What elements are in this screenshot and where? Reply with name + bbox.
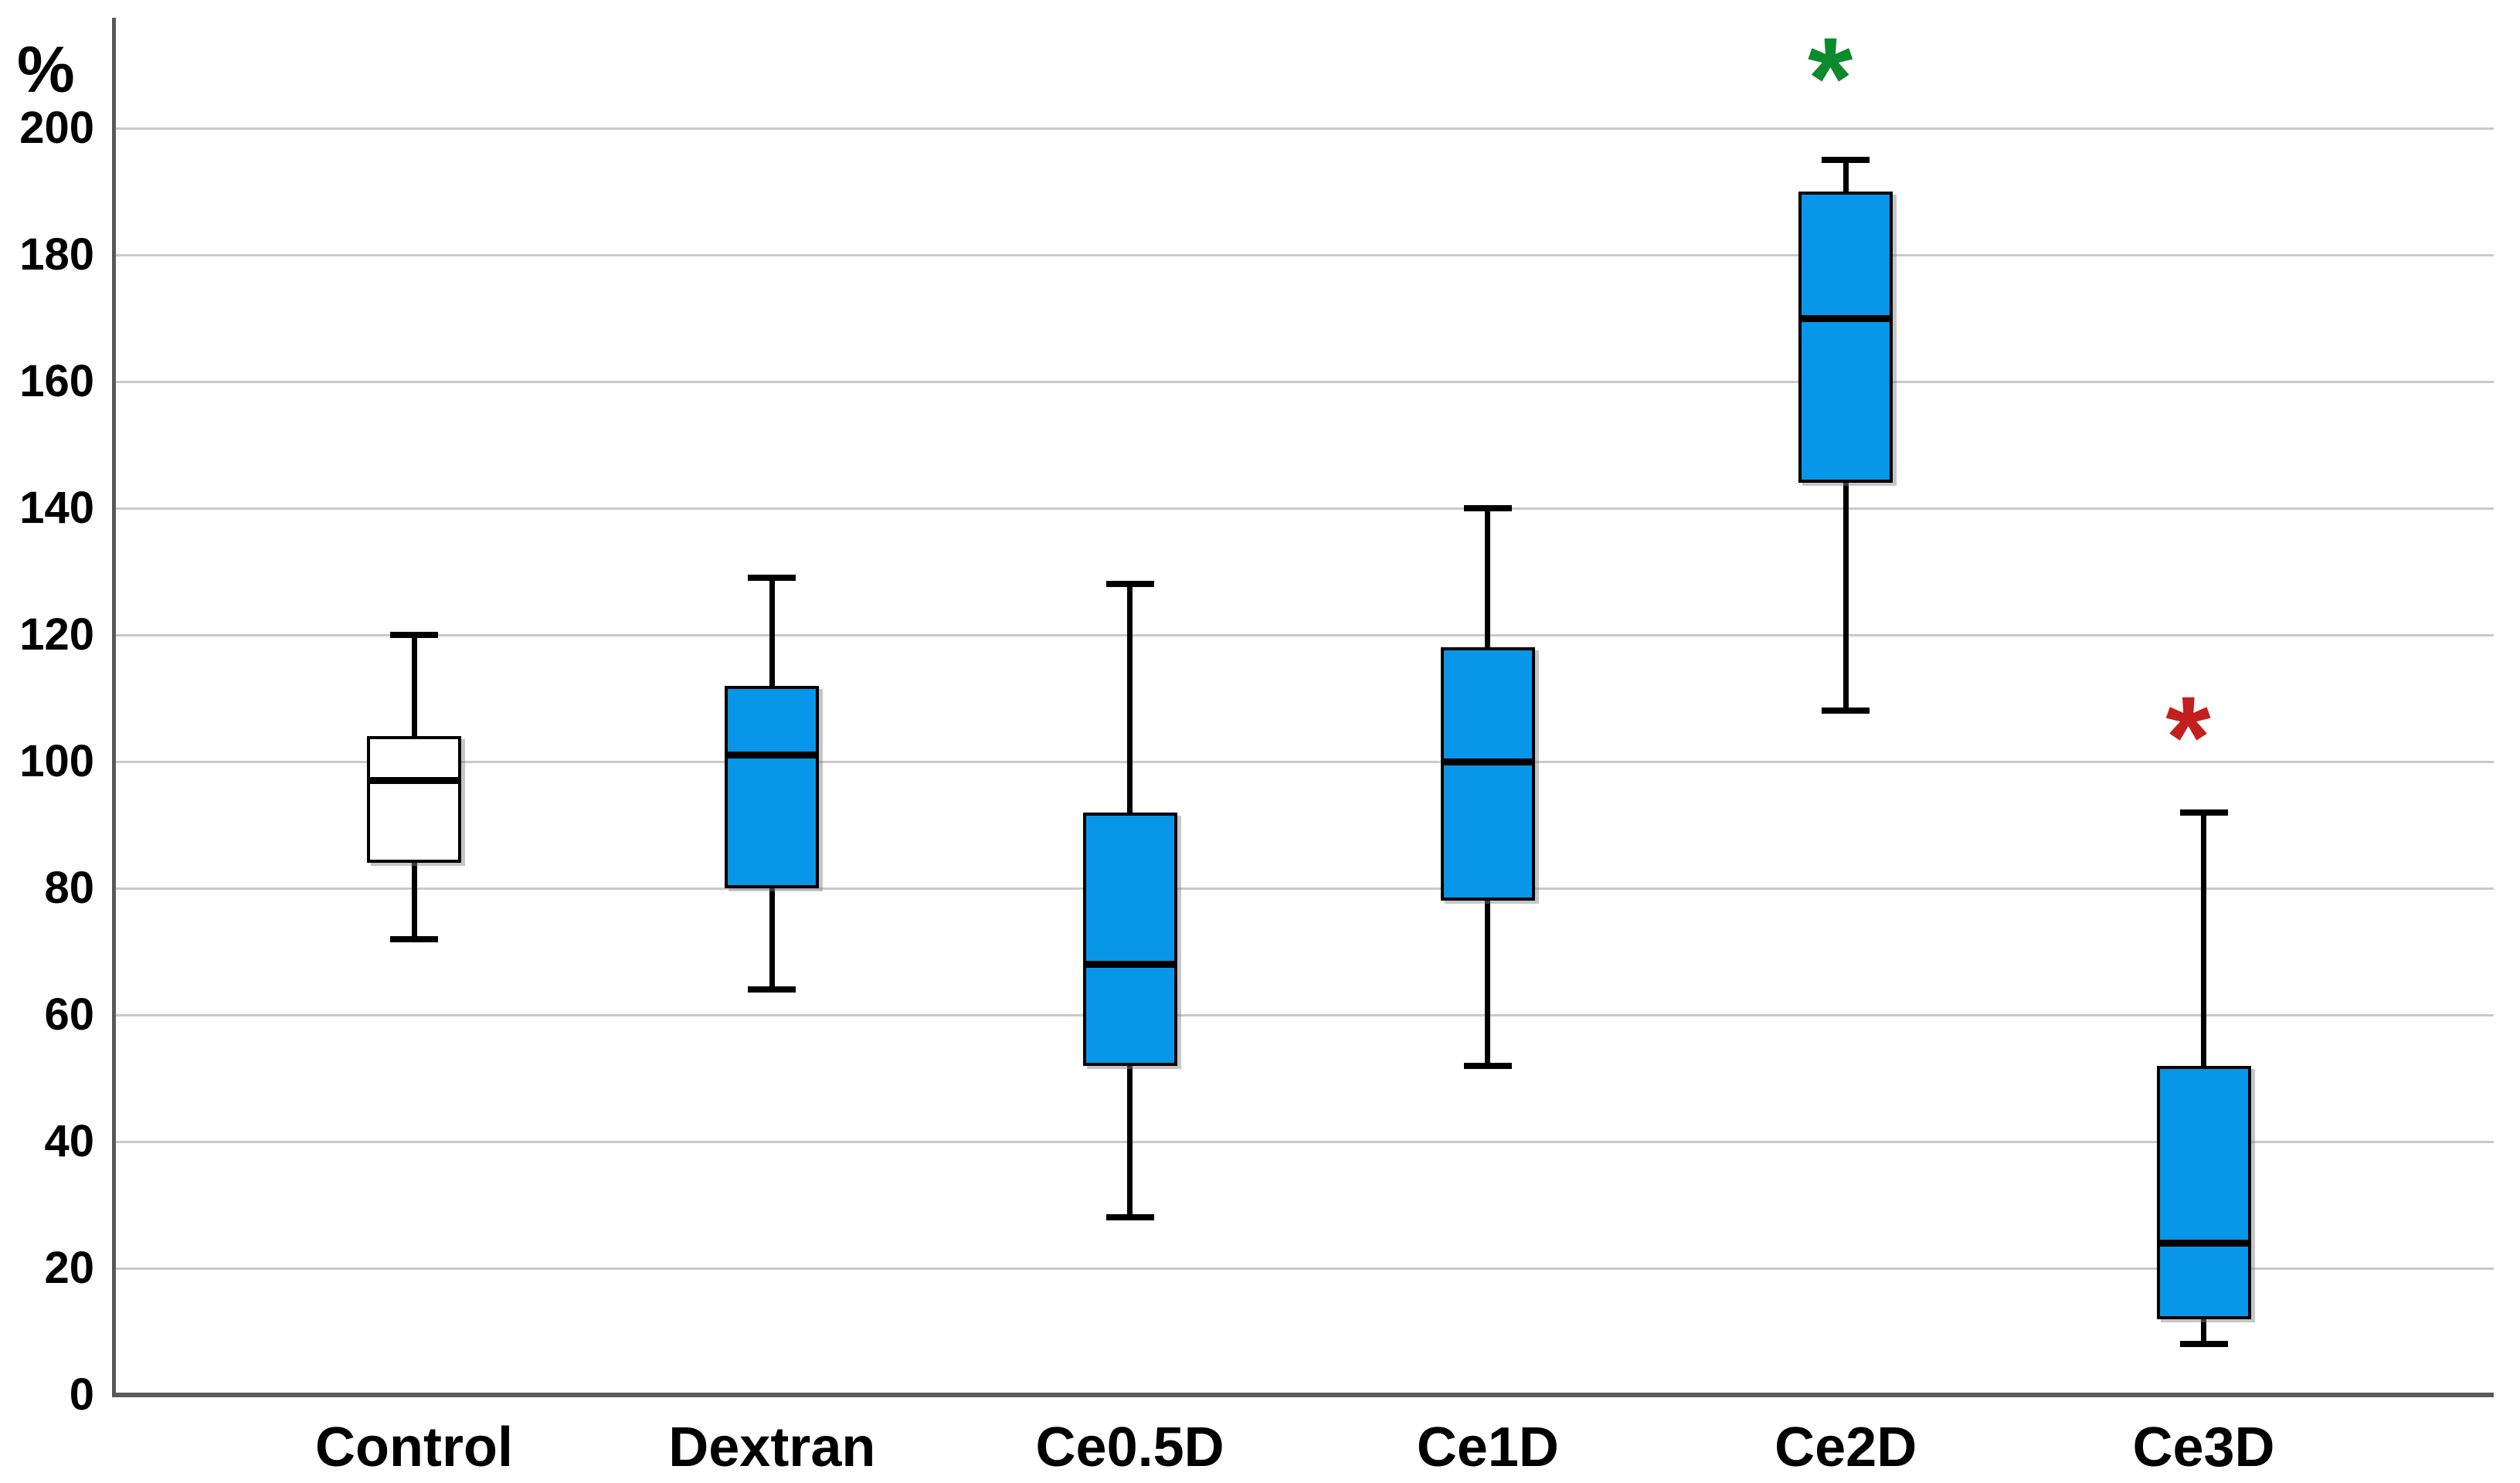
x-category-label-Ce2D: Ce2D: [1775, 1417, 1917, 1478]
upper-whisker-cap-Ce1D: [1463, 505, 1512, 511]
y-tick-label-20: 20: [44, 1243, 94, 1293]
lower-whisker-Ce3D: [2201, 1318, 2206, 1345]
upper-whisker-cap-Control: [390, 632, 438, 638]
median-Dextran: [725, 752, 820, 759]
box-Ce2D: [1798, 192, 1893, 484]
upper-whisker-cap-Ce2D: [1822, 157, 1870, 163]
lower-whisker-Ce1D: [1485, 901, 1491, 1066]
upper-whisker-Ce1D: [1485, 508, 1491, 648]
x-category-label-Ce3D: Ce3D: [2132, 1417, 2275, 1478]
lower-whisker-Ce0.5D: [1127, 1065, 1133, 1218]
median-Control: [367, 777, 461, 785]
significance-asterisk-Ce3D: *: [2165, 671, 2211, 802]
y-tick-label-200: 200: [19, 103, 94, 153]
upper-whisker-cap-Ce0.5D: [1105, 581, 1154, 588]
gridline-40: [114, 1140, 2494, 1143]
gridline-20: [114, 1267, 2494, 1270]
gridline-100: [114, 760, 2494, 763]
upper-whisker-Dextran: [769, 578, 775, 686]
gridline-140: [114, 507, 2494, 510]
gridline-60: [114, 1013, 2494, 1016]
upper-whisker-Ce2D: [1842, 160, 1849, 192]
y-tick-label-180: 180: [19, 229, 94, 280]
x-category-label-Dextran: Dextran: [668, 1417, 876, 1478]
box-Ce1D: [1440, 647, 1535, 901]
lower-whisker-cap-Ce0.5D: [1105, 1214, 1154, 1221]
y-tick-label-100: 100: [19, 736, 94, 786]
median-Ce0.5D: [1082, 960, 1177, 968]
y-axis-title: %: [17, 33, 75, 106]
box-Control: [367, 736, 461, 864]
lower-whisker-cap-Dextran: [748, 986, 796, 993]
gridline-80: [114, 887, 2494, 890]
x-axis-line: [112, 1393, 2494, 1397]
box-Dextran: [725, 685, 820, 888]
x-category-label-Control: Control: [315, 1417, 513, 1478]
box-Ce0.5D: [1082, 812, 1177, 1066]
lower-whisker-cap-Ce3D: [2179, 1341, 2228, 1348]
upper-whisker-cap-Ce3D: [2179, 809, 2228, 816]
gridline-200: [114, 127, 2494, 130]
gridline-120: [114, 633, 2494, 636]
y-tick-label-40: 40: [44, 1116, 94, 1166]
significance-asterisk-Ce2D: *: [1808, 13, 1853, 143]
median-Ce3D: [2156, 1239, 2251, 1247]
upper-whisker-cap-Dextran: [748, 575, 796, 582]
lower-whisker-cap-Ce1D: [1463, 1062, 1512, 1069]
lower-whisker-cap-Control: [390, 935, 438, 942]
y-tick-label-80: 80: [44, 863, 94, 913]
median-Ce1D: [1440, 758, 1535, 765]
y-tick-label-120: 120: [19, 609, 94, 660]
median-Ce2D: [1798, 314, 1893, 322]
x-category-label-Ce1D: Ce1D: [1416, 1417, 1559, 1478]
lower-whisker-Control: [411, 863, 417, 939]
y-axis-line: [112, 18, 116, 1397]
y-tick-label-0: 0: [69, 1369, 94, 1420]
upper-whisker-Ce0.5D: [1127, 584, 1133, 813]
y-tick-label-60: 60: [44, 989, 94, 1040]
upper-whisker-Control: [411, 635, 417, 737]
gridline-160: [114, 380, 2494, 383]
y-tick-label-160: 160: [19, 356, 94, 406]
upper-whisker-Ce3D: [2201, 812, 2206, 1066]
y-tick-label-140: 140: [19, 483, 94, 533]
x-category-label-Ce0.5D: Ce0.5D: [1035, 1417, 1224, 1478]
lower-whisker-Ce2D: [1842, 483, 1849, 711]
lower-whisker-Dextran: [769, 888, 775, 990]
gridline-180: [114, 253, 2494, 256]
lower-whisker-cap-Ce2D: [1822, 708, 1870, 714]
box-Ce3D: [2156, 1065, 2251, 1319]
